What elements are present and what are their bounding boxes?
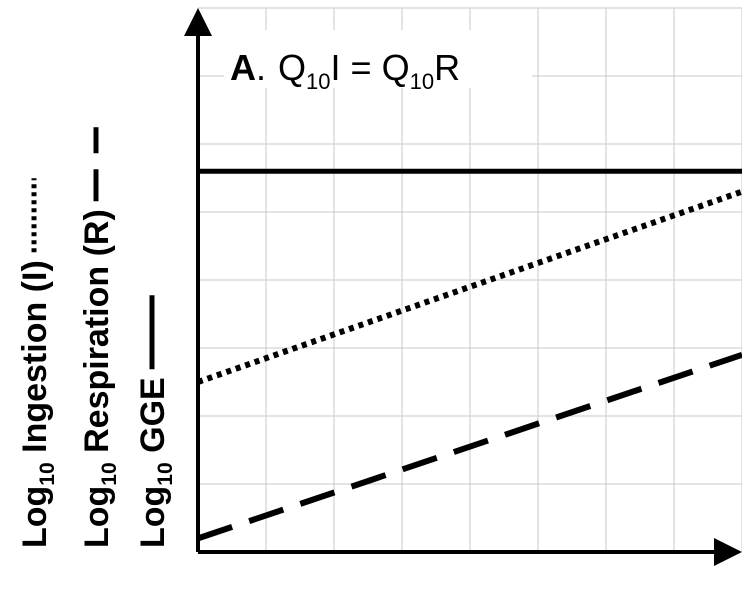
svg-text:A.Q10I = Q10R: A. Q10I = Q10R <box>230 47 460 94</box>
title-prefix-dot: . <box>256 47 266 88</box>
title-rhs-var: R <box>434 47 460 88</box>
y-axis-label-body: GGE <box>134 377 172 462</box>
x-axis-arrow-icon <box>714 538 742 566</box>
series-line-dotted <box>197 188 742 385</box>
title-rhs-sub: 10 <box>410 69 434 94</box>
y-axis-label-prefix: Log <box>134 486 172 548</box>
y-axis-label-sub: 10 <box>98 462 121 485</box>
title-lhs-sub: 10 <box>306 69 330 94</box>
title-rhs-main: Q <box>382 47 410 88</box>
grid <box>198 7 742 552</box>
y-axis-label-dotted: Log10 Ingestion (I) <box>16 178 59 548</box>
y-axis-label-text: Log10 Ingestion (I) <box>16 260 59 548</box>
title-equals: = <box>341 47 382 88</box>
y-axis-label-solid: Log10 GGE <box>134 295 177 548</box>
plot-area <box>197 168 742 542</box>
y-axis-label-text: Log10 Respiration (R) <box>78 209 121 548</box>
title-prefix: A <box>230 47 256 88</box>
y-axis-label-sub: 10 <box>36 462 59 485</box>
title-background <box>224 30 532 88</box>
axes <box>184 8 742 566</box>
chart-title: A. Q10I = Q10R <box>224 30 532 94</box>
y-axis-labels: Log10 Ingestion (I)Log10 Respiration (R)… <box>16 127 177 548</box>
series-line-dashed <box>197 351 742 542</box>
y-axis-label-prefix: Log <box>78 486 116 548</box>
y-axis-label-sub: 10 <box>154 462 177 485</box>
y-axis-label-body: Ingestion (I) <box>16 260 54 462</box>
title-lhs-main: Q <box>278 47 306 88</box>
title-lhs-var: I <box>331 47 341 88</box>
y-axis-label-prefix: Log <box>16 486 54 548</box>
y-axis-arrow-icon <box>184 8 212 36</box>
y-axis-label-dashed: Log10 Respiration (R) <box>78 127 121 548</box>
y-axis-label-body: Respiration (R) <box>78 209 116 462</box>
y-axis-label-text: Log10 GGE <box>134 377 177 548</box>
